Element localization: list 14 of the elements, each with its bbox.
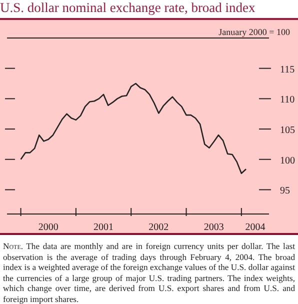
text: Note. The data are monthly and are in foreign currency units per dollar. The last observation is the average of trading days through February 4, 2004. The broad index is a weighted average of the foreign exchange values of the U.S. dollar against the currencies of a large group of major U.S. trading partners. The index weights, which change over time, are derived from U.S. export shares and from U.S. and foreign import shares. xyxy=(2,240,296,304)
line-series xyxy=(20,82,247,174)
x-tick-label: 2004 xyxy=(245,222,266,233)
chart-title: U.S. dollar nominal exchange rate, broad index xyxy=(0,0,298,20)
y-tick-label: 110 xyxy=(280,94,295,106)
x-tick-label: 2003 xyxy=(204,222,224,233)
x-tick-label: 2000 xyxy=(38,222,58,233)
y-tick-label: 105 xyxy=(280,125,295,136)
y-tick-label: 115 xyxy=(280,64,295,76)
y-tick-label: 100 xyxy=(280,155,295,166)
text: January 2000 = 100 xyxy=(218,27,290,37)
y-tick-label: 95 xyxy=(280,186,290,197)
x-tick-label: 2002 xyxy=(148,222,169,233)
x-tick-label: 2001 xyxy=(94,222,114,233)
